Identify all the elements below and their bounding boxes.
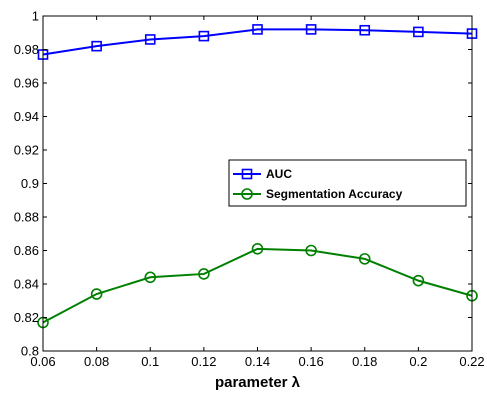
data-point bbox=[90, 288, 103, 300]
y-tick-label: 0.96 bbox=[14, 76, 39, 91]
legend-entry: AUC bbox=[233, 167, 292, 181]
series-2-line bbox=[42, 247, 473, 324]
data-point bbox=[198, 268, 210, 280]
data-point bbox=[359, 24, 371, 36]
y-tick-label: 0.82 bbox=[14, 310, 39, 325]
legend-entry: Segmentation Accuracy bbox=[233, 187, 403, 201]
series-1-line bbox=[42, 28, 473, 56]
y-tick-label: 0.88 bbox=[14, 210, 39, 225]
data-point bbox=[412, 274, 425, 287]
x-tick-label: 0.1 bbox=[141, 354, 159, 369]
x-tick-label: 0.08 bbox=[84, 354, 109, 369]
data-point bbox=[358, 253, 371, 265]
legend-label: Segmentation Accuracy bbox=[266, 187, 403, 201]
data-point bbox=[198, 30, 210, 42]
x-tick-label: 0.16 bbox=[298, 354, 323, 369]
data-point bbox=[413, 26, 424, 38]
legend-box bbox=[228, 159, 467, 207]
legend-label: AUC bbox=[266, 167, 292, 181]
data-point bbox=[144, 271, 157, 284]
legend-square-marker bbox=[241, 168, 253, 180]
legend: AUC Segmentation Accuracy bbox=[228, 159, 467, 207]
x-tick-label: 0.14 bbox=[245, 354, 270, 369]
x-tick-label: 0.06 bbox=[30, 354, 55, 369]
data-point bbox=[252, 24, 263, 35]
y-tick-label: 1 bbox=[32, 9, 39, 24]
y-tick-label: 0.92 bbox=[14, 143, 39, 158]
y-tick-label: 0.84 bbox=[14, 277, 39, 292]
data-point bbox=[91, 40, 102, 52]
data-point bbox=[305, 244, 317, 257]
x-tick-label: 0.12 bbox=[191, 354, 216, 369]
y-tick-label: 0.98 bbox=[14, 42, 39, 57]
x-tick-label: 0.22 bbox=[459, 354, 484, 369]
legend-entries: AUC Segmentation Accuracy bbox=[233, 167, 403, 201]
data-point bbox=[305, 24, 317, 35]
y-tick-label: 0.86 bbox=[14, 243, 39, 258]
x-tick-label: 0.18 bbox=[352, 354, 377, 369]
y-tick-label: 0.8 bbox=[21, 344, 39, 359]
y-tick-label: 0.94 bbox=[14, 109, 39, 124]
data-point bbox=[251, 243, 264, 255]
x-tick-label: 0.2 bbox=[409, 354, 427, 369]
axes-layer: 0.06 0.08 0.1 0.12 0.14 0.16 0.18 0.2 0.22 0.8 0.8… bbox=[14, 9, 485, 370]
legend-circle-marker bbox=[241, 188, 253, 200]
y-tick-label: 0.9 bbox=[21, 176, 39, 191]
data-point bbox=[144, 34, 156, 45]
x-axis-label: parameter λ bbox=[215, 374, 301, 391]
